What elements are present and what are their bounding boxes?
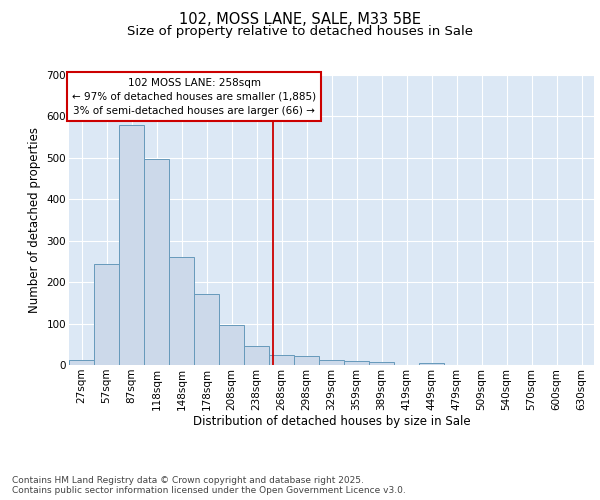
Bar: [344, 361, 369, 365]
Bar: [69, 360, 94, 365]
Y-axis label: Number of detached properties: Number of detached properties: [28, 127, 41, 313]
Bar: [194, 294, 219, 365]
Bar: [269, 354, 294, 365]
Text: 102, MOSS LANE, SALE, M33 5BE: 102, MOSS LANE, SALE, M33 5BE: [179, 12, 421, 28]
Text: Contains HM Land Registry data © Crown copyright and database right 2025.
Contai: Contains HM Land Registry data © Crown c…: [12, 476, 406, 495]
Text: Size of property relative to detached houses in Sale: Size of property relative to detached ho…: [127, 25, 473, 38]
Text: 102 MOSS LANE: 258sqm
← 97% of detached houses are smaller (1,885)
3% of semi-de: 102 MOSS LANE: 258sqm ← 97% of detached …: [72, 78, 316, 116]
Bar: [119, 124, 144, 365]
Bar: [319, 360, 344, 365]
X-axis label: Distribution of detached houses by size in Sale: Distribution of detached houses by size …: [193, 416, 470, 428]
Bar: [294, 356, 319, 365]
Bar: [244, 346, 269, 365]
Bar: [94, 264, 119, 365]
Bar: [369, 362, 394, 365]
Bar: [144, 158, 169, 365]
Bar: [219, 325, 244, 365]
Bar: [169, 258, 194, 365]
Bar: [419, 363, 444, 365]
